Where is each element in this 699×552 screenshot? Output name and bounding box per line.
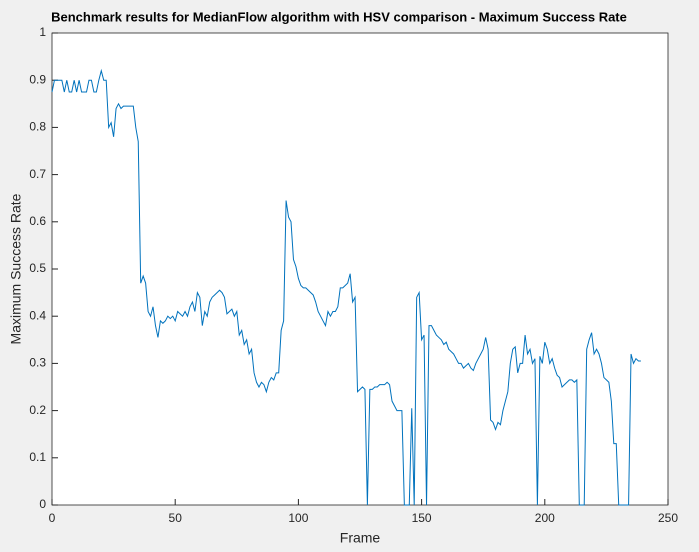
chart-title: Benchmark results for MedianFlow algorit… [51, 9, 627, 24]
y-tick-label: 0.4 [29, 308, 46, 322]
y-tick-label: 0.1 [29, 450, 46, 464]
y-tick-label: 0.6 [29, 214, 46, 228]
y-axis-label: Maximum Success Rate [8, 193, 24, 344]
x-tick-label: 0 [49, 511, 56, 525]
data-line [51, 68, 641, 506]
y-tick-label: 0.9 [29, 72, 46, 86]
x-tick-label: 200 [535, 511, 555, 525]
y-tick-label: 0.8 [29, 120, 46, 134]
x-axis-label: Frame [340, 530, 381, 546]
y-tick-label: 0.5 [29, 261, 46, 275]
y-tick-label: 1 [39, 25, 46, 39]
plot-area [51, 32, 669, 506]
x-tick-label: 50 [169, 511, 183, 525]
y-tick-label: 0.2 [29, 403, 46, 417]
x-tick-label: 100 [288, 511, 308, 525]
y-tick-label: 0 [39, 497, 46, 511]
y-tick-label: 0.7 [29, 167, 46, 181]
x-tick-label: 150 [412, 511, 432, 525]
y-tick-label: 0.3 [29, 356, 46, 370]
x-tick-label: 250 [658, 511, 678, 525]
